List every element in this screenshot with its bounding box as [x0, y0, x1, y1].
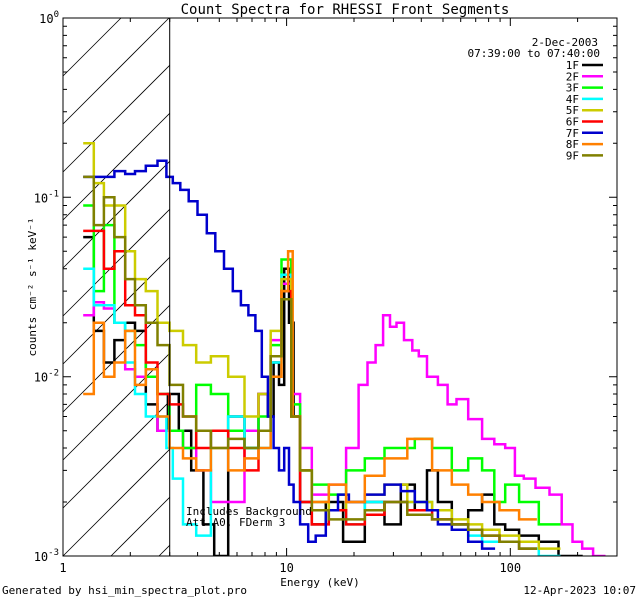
hatch-lines: [62, 17, 170, 557]
axis-ticks: [62, 17, 618, 557]
legend-label-6f: 6F: [566, 116, 579, 129]
annotation-background: Includes Background: [186, 505, 312, 518]
series-line-3f: [83, 204, 561, 526]
legend-label-7f: 7F: [566, 127, 579, 140]
legend-label-5f: 5F: [566, 104, 579, 117]
series-line-6f: [83, 229, 537, 550]
legend-date: 2-Dec-2003: [532, 36, 598, 49]
legend-label-8f: 8F: [566, 138, 579, 151]
legend-label-3f: 3F: [566, 82, 579, 95]
background-hatched-region: [62, 17, 170, 557]
tick-marks: [62, 17, 618, 557]
y-tick-labels: 10-3 10-2 10-1 100: [34, 10, 59, 564]
series-line-4f: [83, 267, 561, 556]
x-tick-label: 10: [279, 561, 293, 575]
x-tick-label: 100: [499, 561, 521, 575]
y-tick-label: 10-1: [34, 189, 59, 205]
legend-label-9f: 9F: [566, 149, 579, 162]
footer-timestamp: 12-Apr-2023 10:07: [523, 584, 636, 597]
y-tick-label: 10-2: [34, 369, 59, 385]
chart-title: Count Spectra for RHESSI Front Segments: [181, 2, 510, 18]
x-tick-labels: 1 10 100: [59, 561, 521, 575]
annotation-attenuator: Att A0, FDerm 3: [186, 516, 285, 529]
legend-time-range: 07:39:00 to 07:40:00: [468, 47, 600, 60]
series-layer: [83, 142, 606, 556]
footer-generated-by: Generated by hsi_min_spectra_plot.pro: [2, 584, 247, 597]
y-axis-label: counts cm⁻² s⁻¹ keV⁻¹: [26, 217, 39, 356]
legend-label-1f: 1F: [566, 59, 579, 72]
legend-label-4f: 4F: [566, 93, 579, 106]
plot-frame: [62, 17, 618, 557]
series-line-5f: [83, 142, 561, 550]
y-tick-label: 100: [39, 10, 59, 26]
x-tick-label: 1: [59, 561, 66, 575]
series-line-9f: [83, 175, 537, 550]
y-tick-label: 10-3: [34, 548, 59, 564]
x-axis-label: Energy (keV): [280, 576, 359, 589]
legend-label-2f: 2F: [566, 70, 579, 83]
